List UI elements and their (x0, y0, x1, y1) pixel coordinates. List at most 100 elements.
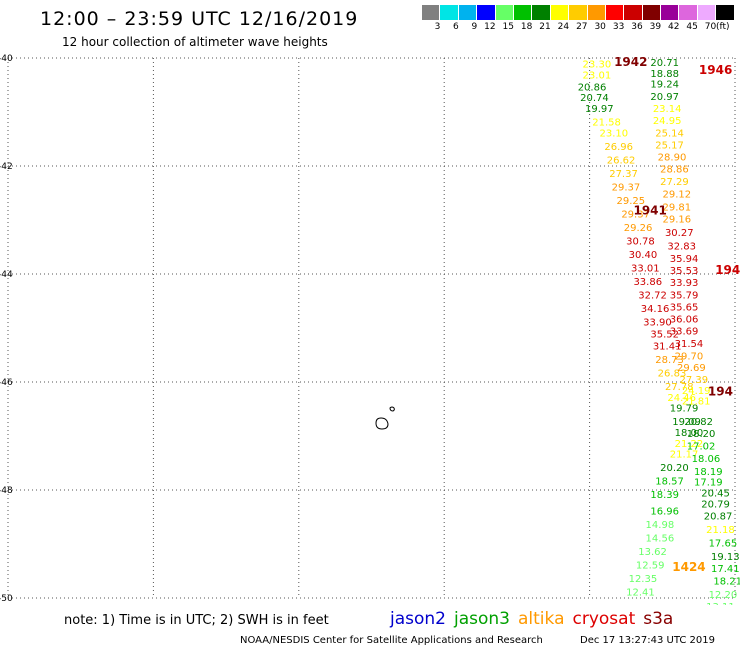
wave-height-value: 35.65 (670, 303, 699, 314)
wave-height-value: 12.59 (636, 560, 665, 571)
wave-height-value: 28.86 (660, 164, 689, 175)
wave-height-value: 20.86 (578, 82, 607, 93)
color-legend-bar (422, 5, 735, 20)
wave-height-value: 18.39 (650, 490, 679, 501)
wave-height-value: 17.41 (711, 564, 740, 575)
wave-height-value: 20.87 (704, 512, 733, 523)
wave-height-value: 14.56 (646, 533, 675, 544)
wave-height-value: 20.45 (701, 488, 730, 499)
legend-label: 45 (686, 22, 698, 32)
wave-height-value: 20.20 (660, 463, 689, 474)
legend-label: 12 (484, 22, 496, 32)
legend-label: 39 (649, 22, 662, 32)
legend-label: 70 (704, 22, 717, 32)
satellite-legend: jason2 jason3 altika cryosat s3a (390, 609, 681, 629)
wave-height-value: 21.81 (682, 397, 711, 408)
page-title: 12:00 – 23:59 UTC 12/16/2019 (40, 8, 359, 30)
wave-height-value: 18.21 (713, 577, 740, 588)
legend-swatch (440, 5, 459, 20)
satellite-altika: altika (518, 609, 565, 629)
legend-swatch (642, 5, 662, 20)
wave-height-value: 16.96 (650, 506, 679, 517)
wave-height-value: 18.00 (675, 428, 704, 439)
wave-height-value: 32.83 (667, 242, 696, 253)
legend-swatch (624, 5, 643, 20)
legend-swatch (513, 5, 533, 20)
wave-height-value: 23.14 (653, 104, 682, 115)
wave-height-value: 18.19 (694, 467, 723, 478)
wave-height-value: 29.37 (612, 182, 641, 193)
wave-height-value: 25.14 (655, 128, 684, 139)
legend-label: 33 (612, 22, 625, 32)
wave-height-value: 33.93 (670, 278, 699, 289)
wave-height-value: 33.69 (670, 326, 699, 337)
wave-height-value: 28.90 (658, 153, 687, 164)
legend-swatch (605, 5, 625, 20)
wave-height-value: 12.20 (709, 590, 738, 601)
wave-height-value: 17.65 (709, 539, 738, 550)
satellite-cryosat: cryosat (572, 609, 636, 629)
wave-height-value: 23.30 (583, 60, 612, 71)
wave-height-value: 32.72 (638, 290, 667, 301)
pass-time-label: 194 (715, 263, 740, 277)
y-tick-label: -40 (0, 54, 13, 64)
wave-height-value: 29.12 (663, 189, 692, 200)
legend-swatch (458, 5, 478, 20)
y-tick-label: -50 (0, 594, 13, 604)
legend-swatch (661, 5, 680, 20)
wave-height-value: 13.11 (706, 602, 735, 605)
y-tick-label: -42 (0, 162, 13, 172)
wave-height-value: 26.62 (607, 155, 636, 166)
wave-height-value: 27.78 (665, 382, 694, 393)
pass-time-label: 1424 (672, 560, 705, 574)
pass-time-label: 1946 (699, 63, 732, 77)
wave-height-value: 31.41 (653, 342, 682, 353)
wave-height-value: 34.16 (641, 304, 670, 315)
wave-height-value: 30.78 (626, 236, 655, 247)
legend-label: 27 (576, 22, 588, 32)
page-subtitle: 12 hour collection of altimeter wave hei… (62, 35, 328, 49)
satellite-jason2: jason2 (390, 609, 446, 629)
wave-height-value: 30.40 (629, 250, 658, 261)
wave-height-value: 35.53 (670, 266, 699, 277)
wave-height-value: 36.06 (670, 315, 699, 326)
wave-height-value: 33.86 (633, 277, 662, 288)
wave-height-value: 23.01 (583, 71, 612, 82)
wave-height-value: 20.97 (650, 92, 679, 103)
legend-swatch (495, 5, 514, 20)
wave-height-value: 29.81 (663, 202, 692, 213)
wave-height-value: 12.41 (626, 587, 655, 598)
legend-swatch (550, 5, 570, 20)
legend-swatch (587, 5, 606, 20)
wave-height-value: 30.27 (665, 228, 694, 239)
wave-height-value: 27.39 (679, 375, 708, 386)
y-tick-label: -48 (0, 486, 13, 496)
wave-height-value: 33.90 (643, 317, 672, 328)
island-outline (389, 406, 395, 412)
wave-height-value: 19.09 (672, 417, 701, 428)
pass-time-label: 1942 (614, 55, 647, 69)
legend-unit: (ft) (716, 22, 730, 32)
wave-height-value: 21.17 (670, 450, 699, 461)
legend-swatch (679, 5, 698, 20)
wave-height-value: 35.94 (670, 254, 699, 265)
wave-height-value: 31.54 (675, 339, 704, 350)
wave-height-value: 29.16 (663, 215, 692, 226)
wave-height-value: 18.57 (655, 477, 684, 488)
wave-height-value: 20.74 (580, 93, 609, 104)
wave-height-value: 27.29 (660, 177, 689, 188)
legend-label: 6 (453, 22, 459, 32)
legend-label: 9 (471, 22, 478, 32)
wave-height-value: 24.46 (667, 393, 696, 404)
wave-height-value: 20.71 (650, 58, 679, 69)
wave-height-value: 25.17 (655, 141, 684, 152)
wave-height-value: 26.96 (604, 142, 633, 153)
wave-height-value: 17.02 (687, 442, 716, 453)
wave-height-value: 21.22 (675, 439, 704, 450)
color-legend-labels: 3 6 9 12 15 18 21 24 27 30 33 36 39 42 45 70 (422, 22, 735, 32)
wave-height-value: 27.37 (609, 169, 638, 180)
legend-label: 18 (520, 22, 533, 32)
wave-height-value: 19.79 (670, 404, 699, 415)
island-outline (375, 417, 389, 430)
satellite-s3a: s3a (643, 609, 674, 629)
